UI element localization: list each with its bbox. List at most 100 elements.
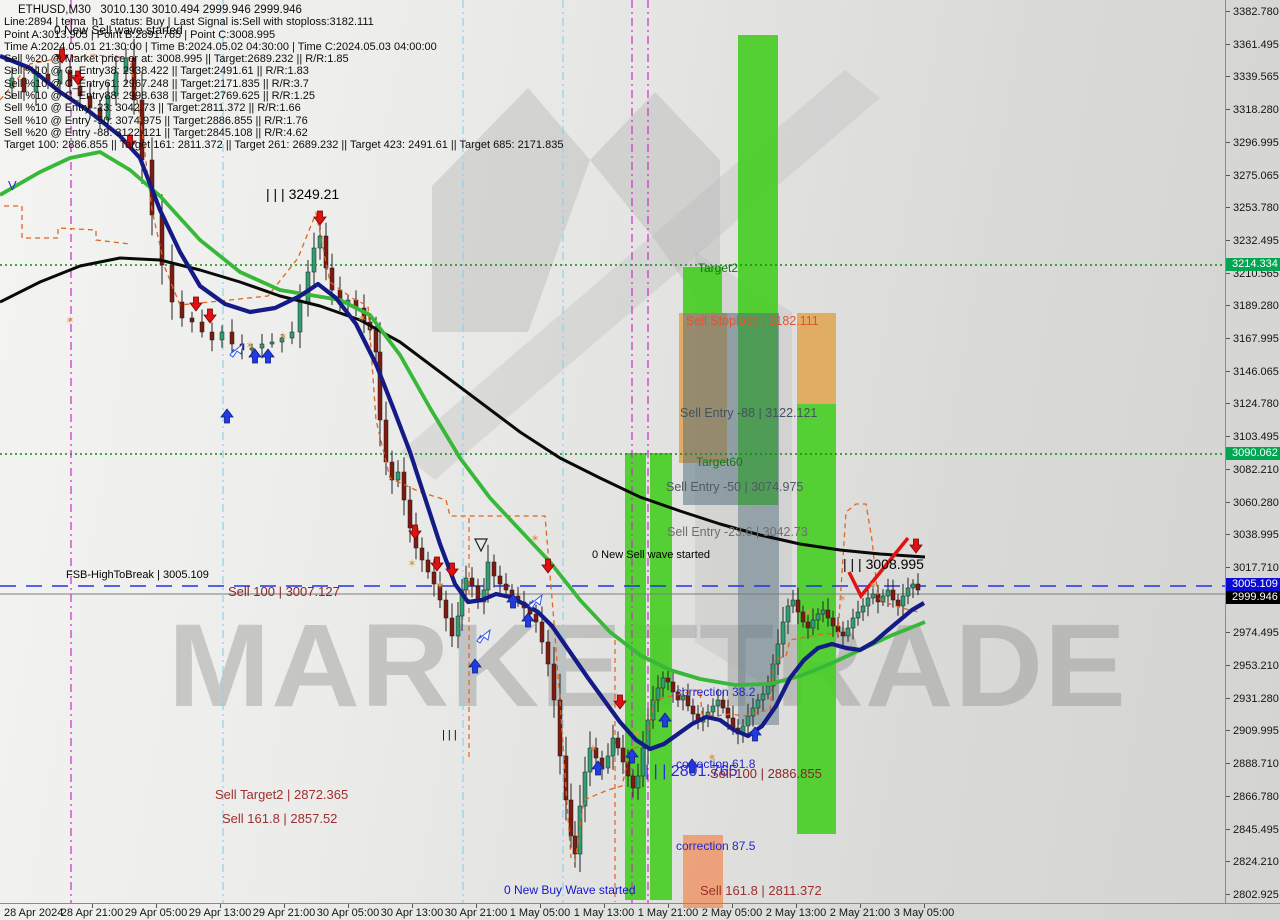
candle-body [610, 737, 616, 757]
candle-body [497, 575, 503, 585]
price-axis[interactable]: 3382.780 3361.495 3339.565 3318.280 3296.995… [1225, 0, 1280, 903]
trade-info-line: Line:2894 | tema h1 status: Buy | Last S… [4, 16, 374, 29]
price-axis-label: 2845.495 [1233, 823, 1279, 836]
candle-body [431, 571, 437, 585]
buy-arrow-icon [625, 748, 639, 764]
candle-body [625, 761, 631, 777]
candle-body [455, 615, 461, 637]
time-axis-label: 3 May 05:00 [893, 907, 955, 919]
candle-body [539, 621, 545, 643]
trade-info-line: Sell %10 @ C_Entry38: 2938.422 || Target… [4, 65, 309, 78]
candle-body [790, 599, 796, 607]
price-axis-label: 2824.210 [1233, 856, 1279, 869]
candle-body [209, 331, 215, 341]
ma-fast-line [0, 54, 926, 752]
candle-body [459, 589, 465, 617]
candle-body [557, 699, 563, 757]
axis-tick [1226, 239, 1230, 241]
candle-body [685, 695, 691, 707]
candle-body [755, 699, 761, 709]
star-marker-icon: ✶ [803, 607, 812, 619]
candle-body [765, 685, 771, 695]
candle-body [725, 707, 731, 719]
candle-body [463, 577, 469, 591]
price-axis-label: 3124.780 [1233, 398, 1279, 411]
candle-body [577, 805, 583, 855]
candle-body [305, 271, 311, 303]
price-axis-label: 3232.495 [1233, 234, 1279, 247]
envelope-line [0, 54, 572, 859]
candle-body [21, 77, 27, 93]
axis-tick [1226, 272, 1230, 274]
time-axis-label: 2 May 05:00 [701, 907, 763, 919]
candle-body [800, 611, 806, 623]
price-tag: 3214.334 [1226, 258, 1280, 271]
buy-arrow-icon [220, 408, 234, 424]
candle-body [710, 705, 716, 713]
price-axis-label: 3339.565 [1233, 71, 1279, 84]
time-axis[interactable]: 28 Apr 2024 28 Apr 21:00 29 Apr 05:00 29 Ap… [0, 903, 1280, 920]
axis-tick [412, 904, 413, 908]
chart-label: 0 New Sell wave started [54, 23, 183, 37]
candle-body [630, 775, 636, 789]
trade-info-line: Sell %10 @ Entry -23: 3042.73 || Target:… [4, 102, 301, 115]
candle-body [745, 715, 751, 727]
axis-tick [1226, 370, 1230, 372]
chart-label: Target60 [696, 455, 743, 469]
sell-arrow-icon [123, 134, 137, 150]
time-axis-label: 29 Apr 05:00 [124, 907, 188, 919]
candle-body [582, 771, 588, 807]
price-axis-label: 2888.710 [1233, 758, 1279, 771]
candle-body [805, 621, 811, 629]
candle-body [329, 267, 335, 291]
candle-body [159, 214, 165, 266]
price-axis-label: 3146.065 [1233, 365, 1279, 378]
price-tag: 3005.109 [1226, 578, 1280, 591]
signal-zone [683, 835, 723, 908]
candle-body [311, 247, 317, 273]
price-tag: 3090.062 [1226, 447, 1280, 460]
chart-label: Sell Target2 | 2872.365 [215, 787, 349, 802]
candle-body [780, 621, 786, 645]
candle-body [373, 329, 379, 353]
chart-label: Sell Stoploss | 3182.111 [686, 314, 819, 328]
price-axis-label: 3382.780 [1233, 6, 1279, 18]
time-axis-label: 2 May 21:00 [829, 907, 891, 919]
candle-body [720, 699, 726, 709]
axis-tick [284, 904, 285, 908]
star-marker-icon: ✶ [530, 533, 539, 545]
candle-body [219, 331, 225, 341]
axis-tick [220, 904, 221, 908]
chart-label: 0 New Buy Wave started [504, 883, 636, 897]
price-axis-label: 3275.065 [1233, 169, 1279, 182]
axis-tick [1226, 893, 1230, 895]
candle-body [820, 609, 826, 615]
trade-info-line: Point A:3013.905 | Point B:2891.765 | Po… [4, 28, 276, 41]
candle-body [605, 755, 611, 769]
star-marker-icon: ✶ [588, 743, 597, 755]
time-axis-label: 1 May 13:00 [573, 907, 635, 919]
axis-tick [348, 904, 349, 908]
candle-body [900, 595, 906, 607]
candle-body [593, 747, 599, 759]
candle-body [660, 677, 666, 689]
axis-tick [1226, 174, 1230, 176]
trade-info-line: Sell %20 @ Market price or at: 3008.995 … [4, 53, 349, 66]
chart-label: | | | 3249.21 [266, 186, 340, 202]
price-axis-label: 3017.710 [1233, 561, 1279, 574]
chart-label: Sell Entry -88 | 3122.121 [680, 406, 818, 420]
star-marker-icon: ✶ [245, 340, 254, 352]
axis-tick [1226, 730, 1230, 732]
time-axis-label: 2 May 13:00 [765, 907, 827, 919]
time-axis-label: 1 May 05:00 [509, 907, 571, 919]
candle-body [840, 631, 846, 637]
candle-body [289, 331, 295, 339]
axis-tick [1226, 338, 1230, 339]
candle-body [425, 559, 431, 573]
candle-body [650, 699, 656, 721]
price-axis-label: 3038.995 [1233, 529, 1279, 542]
candle-body [401, 471, 407, 501]
candle-body [568, 799, 574, 837]
